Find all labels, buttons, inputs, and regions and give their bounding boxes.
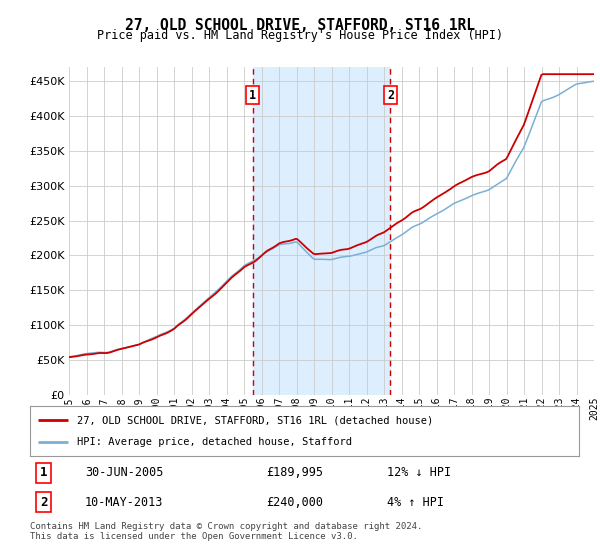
Text: 2: 2	[40, 496, 47, 508]
Text: 4% ↑ HPI: 4% ↑ HPI	[387, 496, 444, 508]
Text: 1: 1	[249, 88, 256, 101]
Text: Price paid vs. HM Land Registry's House Price Index (HPI): Price paid vs. HM Land Registry's House …	[97, 29, 503, 42]
Text: 1: 1	[40, 466, 47, 479]
Text: 30-JUN-2005: 30-JUN-2005	[85, 466, 163, 479]
Text: 12% ↓ HPI: 12% ↓ HPI	[387, 466, 451, 479]
Text: £240,000: £240,000	[266, 496, 323, 508]
Text: 10-MAY-2013: 10-MAY-2013	[85, 496, 163, 508]
Text: 27, OLD SCHOOL DRIVE, STAFFORD, ST16 1RL: 27, OLD SCHOOL DRIVE, STAFFORD, ST16 1RL	[125, 18, 475, 33]
Text: Contains HM Land Registry data © Crown copyright and database right 2024.
This d: Contains HM Land Registry data © Crown c…	[30, 522, 422, 542]
Text: HPI: Average price, detached house, Stafford: HPI: Average price, detached house, Staf…	[77, 437, 352, 447]
Text: 27, OLD SCHOOL DRIVE, STAFFORD, ST16 1RL (detached house): 27, OLD SCHOOL DRIVE, STAFFORD, ST16 1RL…	[77, 415, 433, 425]
Text: 2: 2	[387, 88, 394, 101]
Bar	[253, 67, 391, 395]
Text: £189,995: £189,995	[266, 466, 323, 479]
